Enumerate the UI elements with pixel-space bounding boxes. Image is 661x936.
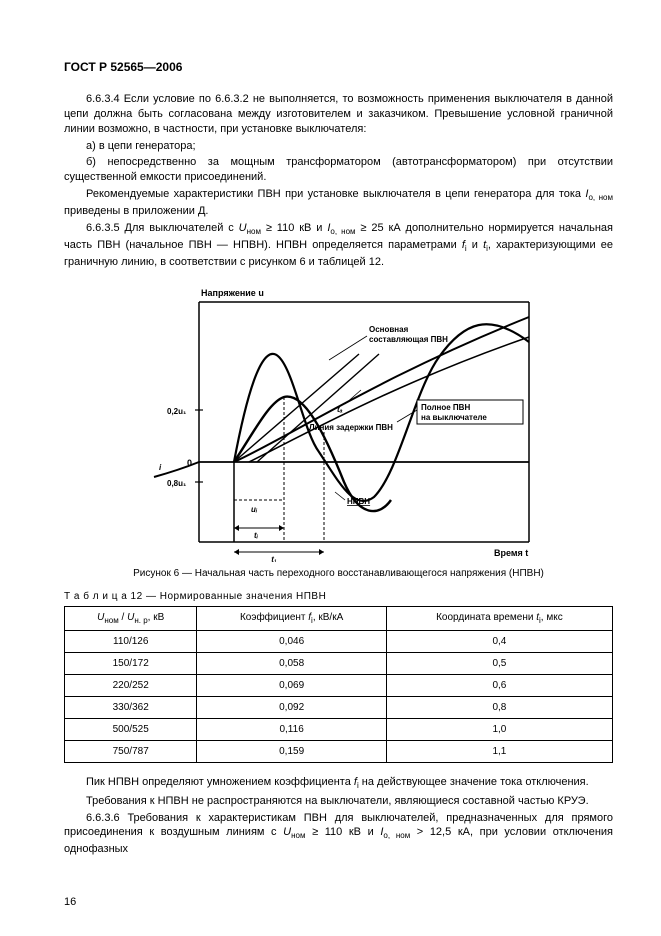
table-cell: 0,8	[386, 696, 612, 718]
text-fragment: Рекомендуемые характеристики ПВН при уст…	[86, 188, 585, 200]
table-row: 750/7870,1591,1	[65, 740, 613, 762]
document-page: ГОСТ Р 52565—2006 6.6.3.4 Если условие п…	[0, 0, 661, 936]
text-fragment: и	[467, 239, 483, 251]
table-cell: 220/252	[65, 674, 197, 696]
symbol-u-sub: ном	[291, 832, 305, 841]
table-caption: Т а б л и ц а 12 — Нормированные значени…	[64, 591, 613, 602]
para-krue: Требования к НПВН не распространяются на…	[64, 794, 613, 809]
para-6636: 6.6.3.6 Требования к характеристикам ПВН…	[64, 811, 613, 858]
table-header-row: Uном / Uн. р, кВ Коэффициент fi, кВ/кА К…	[65, 606, 613, 630]
svg-text:t₁: t₁	[271, 555, 277, 562]
table-row: 220/2520,0690,6	[65, 674, 613, 696]
text-fragment: ≥ 110 кВ и	[305, 826, 380, 838]
text-fragment: ≥ 110 кВ и	[261, 222, 327, 234]
table-row: 150/1720,0580,5	[65, 652, 613, 674]
svg-text:Линия задержки ПВН: Линия задержки ПВН	[309, 423, 393, 432]
table-cell: 0,6	[386, 674, 612, 696]
svg-text:Напряжение u: Напряжение u	[201, 288, 264, 298]
table-row: 110/1260,0460,4	[65, 630, 613, 652]
table-cell: 0,5	[386, 652, 612, 674]
symbol-u-sub: ном	[247, 227, 261, 236]
table-cell: 0,058	[197, 652, 386, 674]
table-cell: 750/787	[65, 740, 197, 762]
svg-text:i: i	[159, 463, 162, 472]
symbol-u: U	[283, 826, 291, 838]
table-row: 330/3620,0920,8	[65, 696, 613, 718]
svg-text:0,2u₁: 0,2u₁	[167, 407, 187, 416]
col-header: Uном / Uн. р, кВ	[65, 606, 197, 630]
svg-text:Основная: Основная	[369, 325, 409, 334]
svg-text:0,8u₁: 0,8u₁	[167, 479, 187, 488]
para-recommend: Рекомендуемые характеристики ПВН при уст…	[64, 187, 613, 219]
svg-text:Время t: Время t	[494, 548, 528, 558]
symbol-u: U	[239, 222, 247, 234]
figure-svg: Напряжение u Время t 0 0,2u₁ 0,8u₁ i	[129, 282, 549, 562]
table-cell: 0,4	[386, 630, 612, 652]
svg-text:на выключателе: на выключателе	[421, 413, 487, 422]
figure-caption: Рисунок 6 — Начальная часть переходного …	[64, 568, 613, 579]
para-b: б) непосредственно за мощным трансформат…	[64, 155, 613, 185]
svg-text:Полное ПВН: Полное ПВН	[421, 403, 470, 412]
para-a: а) в цепи генератора;	[64, 139, 613, 154]
table-cell: 500/525	[65, 718, 197, 740]
symbol-i-sub: о, ном	[588, 193, 613, 202]
table-cell: 1,0	[386, 718, 612, 740]
text-fragment: на действующее значение тока отключения.	[359, 776, 589, 788]
table-cell: 0,092	[197, 696, 386, 718]
figure-6: Напряжение u Время t 0 0,2u₁ 0,8u₁ i	[64, 282, 613, 562]
table-cell: 0,159	[197, 740, 386, 762]
table-cell: 330/362	[65, 696, 197, 718]
table-cell: 150/172	[65, 652, 197, 674]
para-6634: 6.6.3.4 Если условие по 6.6.3.2 не выпол…	[64, 92, 613, 137]
table-12: Uном / Uн. р, кВ Коэффициент fi, кВ/кА К…	[64, 606, 613, 763]
svg-text:НПВН: НПВН	[347, 497, 370, 506]
table-cell: 110/126	[65, 630, 197, 652]
svg-text:составляющая ПВН: составляющая ПВН	[369, 335, 448, 344]
table-cell: 1,1	[386, 740, 612, 762]
table-cell: 0,069	[197, 674, 386, 696]
page-number: 16	[64, 896, 76, 908]
text-fragment: приведены в приложении Д.	[64, 205, 208, 217]
col-header: Коэффициент fi, кВ/кА	[197, 606, 386, 630]
gost-header: ГОСТ Р 52565—2006	[64, 60, 613, 74]
table-cell: 0,046	[197, 630, 386, 652]
table-row: 500/5250,1161,0	[65, 718, 613, 740]
svg-text:tᵢ: tᵢ	[254, 531, 259, 540]
symbol-i-sub: о, ном	[383, 832, 410, 841]
svg-text:uᵢ: uᵢ	[251, 505, 258, 514]
svg-text:tₐ: tₐ	[337, 405, 343, 414]
text-fragment: Пик НПВН определяют умножением коэффицие…	[86, 776, 354, 788]
text-fragment: 6.6.3.5 Для выключателей с	[86, 222, 239, 234]
col-header: Координата времени ti, мкс	[386, 606, 612, 630]
table-cell: 0,116	[197, 718, 386, 740]
para-6635: 6.6.3.5 Для выключателей с Uном ≥ 110 кВ…	[64, 221, 613, 270]
para-peak: Пик НПВН определяют умножением коэффицие…	[64, 775, 613, 792]
symbol-i-sub: о, ном	[330, 227, 355, 236]
